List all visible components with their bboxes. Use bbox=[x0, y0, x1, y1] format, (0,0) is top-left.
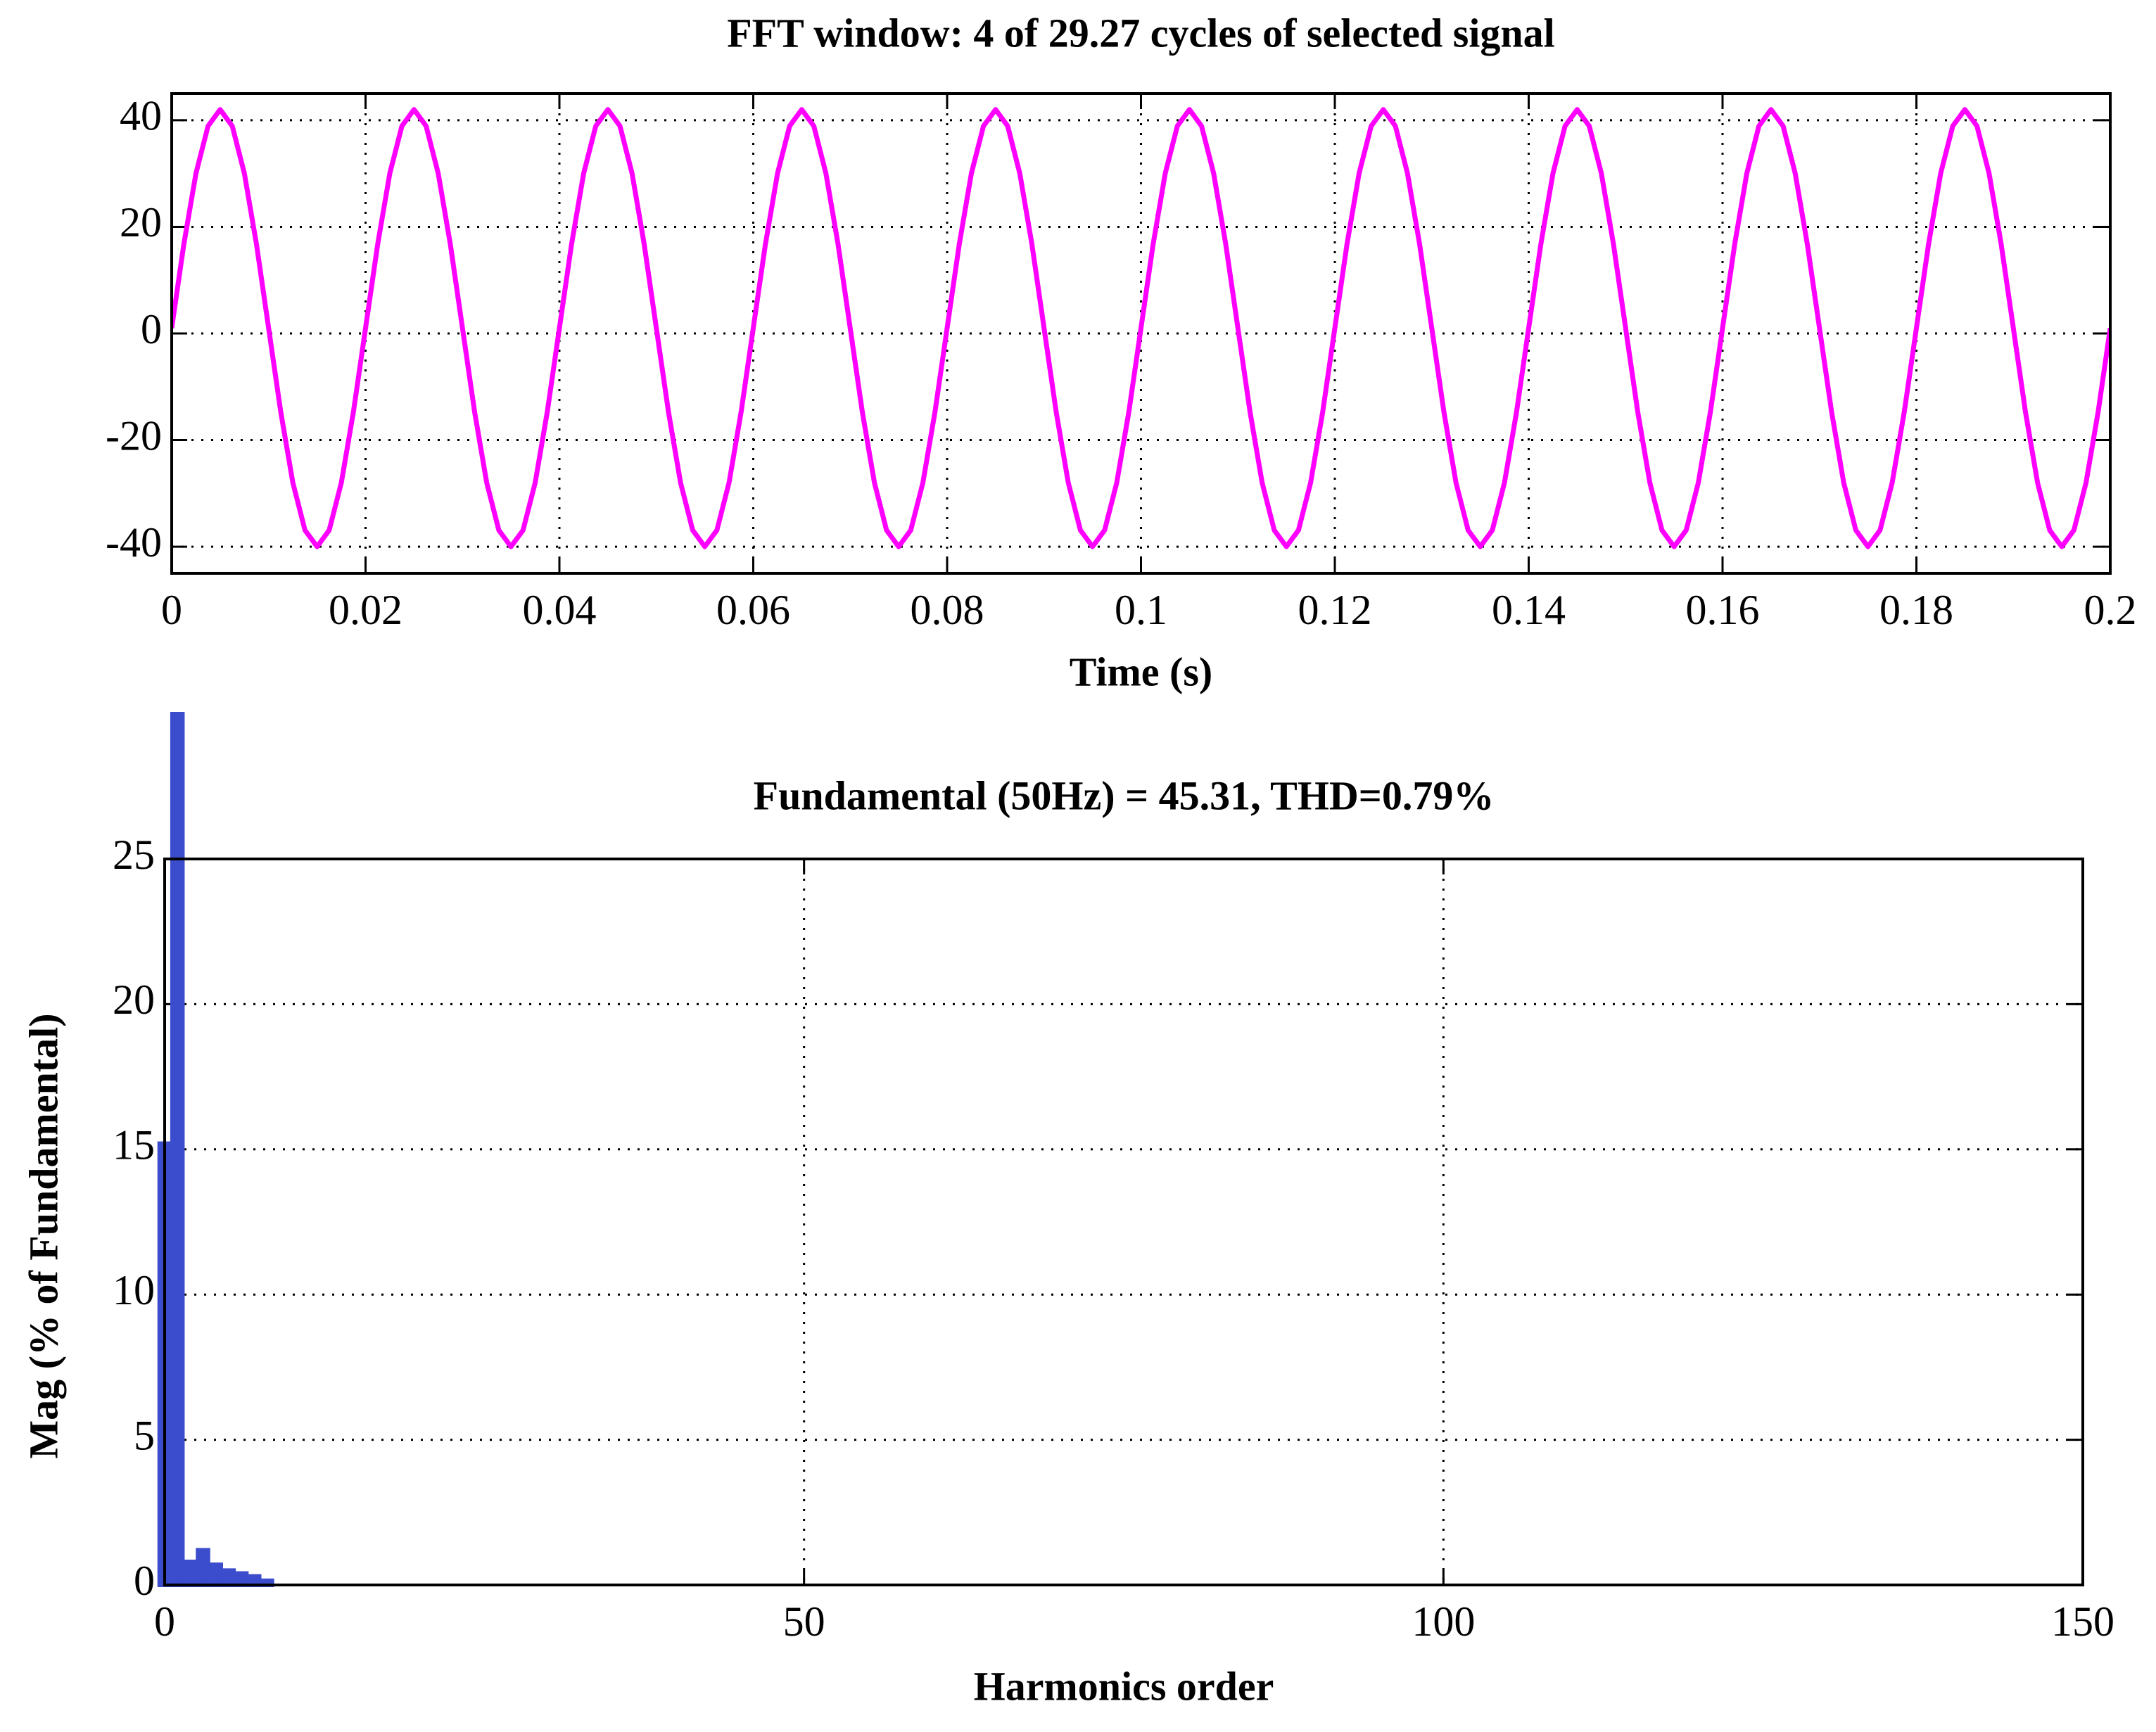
x-tick-label: 0.04 bbox=[523, 587, 597, 633]
chart-title: Fundamental (50Hz) = 45.31, THD=0.79% bbox=[754, 772, 1495, 818]
y-tick-label: 0 bbox=[141, 306, 162, 352]
x-tick-label: 0.16 bbox=[1686, 587, 1760, 633]
signal-line bbox=[172, 107, 2110, 549]
x-tick-label: 50 bbox=[783, 1598, 825, 1645]
x-tick-label: 0.08 bbox=[911, 587, 984, 633]
plot-area bbox=[165, 859, 2083, 1585]
y-tick-label: 25 bbox=[113, 832, 155, 878]
y-tick-label: 10 bbox=[113, 1267, 155, 1313]
harmonic-bar bbox=[196, 1548, 210, 1588]
y-tick-label: 20 bbox=[120, 199, 162, 246]
x-tick-label: 100 bbox=[1412, 1598, 1475, 1645]
harmonic-bar bbox=[234, 1571, 249, 1588]
axes-frame bbox=[163, 858, 2084, 1586]
x-axis-label: Harmonics order bbox=[974, 1663, 1274, 1709]
y-tick-label: 20 bbox=[113, 976, 155, 1023]
x-tick-label: 0 bbox=[154, 1598, 175, 1645]
x-tick-label: 0.06 bbox=[716, 587, 790, 633]
x-tick-label: 0.1 bbox=[1115, 587, 1167, 633]
y-tick-label: -40 bbox=[106, 519, 162, 566]
y-tick-label: 5 bbox=[134, 1412, 155, 1458]
chart-title: FFT window: 4 of 29.27 cycles of selecte… bbox=[727, 10, 1555, 56]
x-tick-label: 0 bbox=[161, 587, 182, 633]
y-tick-label: 15 bbox=[113, 1122, 155, 1169]
harmonic-bar bbox=[208, 1562, 223, 1588]
harmonic-bar bbox=[183, 1559, 198, 1588]
x-tick-label: 150 bbox=[2051, 1598, 2114, 1645]
x-tick-label: 0.02 bbox=[329, 587, 402, 633]
x-tick-label: 0.18 bbox=[1879, 587, 1953, 633]
x-tick-label: 0.14 bbox=[1492, 587, 1566, 633]
harmonic-bar bbox=[221, 1568, 236, 1588]
x-tick-label: 0.2 bbox=[2084, 587, 2137, 633]
axes-frame bbox=[170, 92, 2112, 575]
x-axis-label: Time (s) bbox=[1070, 649, 1213, 694]
y-tick-label: -20 bbox=[106, 412, 162, 459]
x-tick-label: 0.12 bbox=[1298, 587, 1372, 633]
y-tick-label: 0 bbox=[134, 1558, 155, 1604]
y-axis-label: Mag (% of Fundamental) bbox=[20, 1013, 66, 1458]
y-tick-label: 40 bbox=[120, 93, 162, 139]
